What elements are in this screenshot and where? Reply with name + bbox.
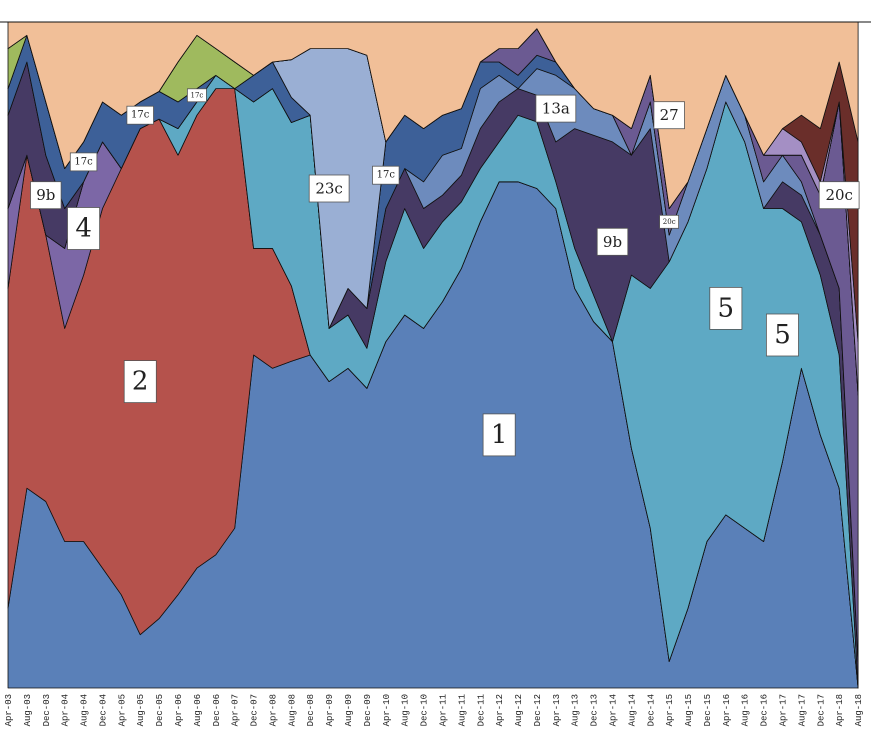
series-label-box (596, 227, 629, 256)
series-label-text: 4 (75, 214, 92, 244)
series-label-27: 27 (653, 101, 685, 130)
x-tick-label: Aug-10 (401, 694, 411, 726)
series-label-23c: 23c (308, 174, 350, 203)
x-tick-label: Apr-11 (439, 694, 449, 726)
x-tick-label: Dec-10 (420, 694, 430, 726)
series-label-box (818, 181, 860, 210)
series-label-text: 17c (74, 156, 93, 167)
x-tick-label: Dec-07 (250, 694, 260, 726)
x-tick-label: Aug-06 (193, 694, 203, 726)
x-tick-label: Aug-13 (571, 694, 581, 726)
series-label-box (482, 413, 516, 457)
x-tick-label: Apr-03 (4, 694, 14, 726)
x-tick-label: Apr-07 (231, 694, 241, 726)
series-label-text: 20c (825, 186, 853, 204)
series-label-box (126, 105, 154, 125)
series-label-5: 5 (766, 313, 799, 357)
area-labels: 1 2 4 5 5 9b 9b 23c 27 20c 13a 17c 17c 17c 17c 20c (30, 88, 860, 457)
x-tick-label: Apr-05 (117, 694, 127, 726)
x-tick-label: Apr-18 (835, 694, 845, 726)
x-tick-label: Dec-03 (42, 694, 52, 726)
x-tick-label: Apr-13 (552, 694, 562, 726)
x-tick-label: Dec-09 (363, 694, 373, 726)
series-label-box (67, 207, 100, 250)
series-label-text: 17c (190, 91, 203, 99)
series-label-box (308, 174, 350, 203)
x-tick-label: Aug-16 (741, 694, 751, 726)
x-tick-label: Apr-17 (779, 694, 789, 726)
series-label-text: 9b (36, 186, 55, 204)
series-label-9b: 9b (596, 227, 629, 256)
series-label-13a: 13a (535, 94, 577, 123)
x-tick-label: Dec-16 (760, 694, 770, 726)
series-label-box (186, 88, 207, 103)
series-label-20c: 20c (818, 181, 860, 210)
x-tick-label: Apr-10 (382, 694, 392, 726)
x-axis-ticks: Apr-03 Aug-03 Dec-03 Apr-04 Aug-04 Dec-04 Apr-… (4, 694, 864, 726)
x-tick-label: Aug-15 (684, 694, 694, 726)
x-tick-label: Dec-11 (476, 694, 486, 726)
x-tick-label: Aug-12 (514, 694, 524, 726)
series-label-box (653, 101, 685, 130)
series-label-box (535, 94, 577, 123)
series-label-box (30, 181, 62, 210)
series-label-17c: 17c (186, 88, 207, 103)
series-label-17c: 17c (69, 152, 98, 172)
x-tick-label: Dec-14 (646, 694, 656, 726)
x-tick-label: Aug-03 (23, 694, 33, 726)
x-tick-label: Aug-17 (797, 694, 807, 726)
series-label-1: 1 (482, 413, 516, 457)
x-tick-label: Dec-06 (212, 694, 222, 726)
x-tick-label: Dec-13 (590, 694, 600, 726)
series-label-text: 20c (663, 218, 676, 226)
series-label-text: 5 (718, 293, 735, 323)
x-tick-label: Apr-04 (61, 694, 71, 726)
series-label-text: 9b (603, 233, 622, 251)
series-label-box (766, 313, 799, 357)
series-label-box (659, 214, 679, 229)
x-tick-label: Dec-12 (533, 694, 543, 726)
x-tick-label: Dec-17 (816, 694, 826, 726)
series-label-2: 2 (123, 360, 157, 404)
series-label-box (709, 286, 743, 330)
series-label-5: 5 (709, 286, 743, 330)
series-label-box (123, 360, 157, 404)
x-tick-label: Dec-04 (99, 694, 109, 726)
x-tick-label: Aug-09 (344, 694, 354, 726)
x-tick-label: Aug-08 (287, 694, 297, 726)
x-tick-label: Dec-08 (306, 694, 316, 726)
series-label-17c: 17c (372, 165, 400, 185)
x-tick-label: Apr-09 (325, 694, 335, 726)
x-tick-label: Aug-05 (136, 694, 146, 726)
x-tick-label: Dec-15 (703, 694, 713, 726)
x-tick-label: Apr-15 (665, 694, 675, 726)
series-label-text: 23c (315, 180, 343, 198)
x-tick-label: Apr-08 (269, 694, 279, 726)
series-label-text: 5 (774, 320, 791, 350)
series-label-20c: 20c (659, 214, 679, 229)
area-layers (0, 21, 871, 689)
series-label-box (69, 152, 98, 172)
series-label-9b: 9b (30, 181, 62, 210)
x-tick-label: Apr-16 (722, 694, 732, 726)
series-label-text: 13a (542, 100, 570, 118)
series-label-17c: 17c (126, 105, 154, 125)
series-label-text: 1 (491, 420, 508, 450)
series-label-text: 17c (131, 110, 150, 121)
x-tick-label: Apr-06 (174, 694, 184, 726)
x-tick-label: Dec-05 (155, 694, 165, 726)
x-tick-label: Aug-04 (80, 694, 90, 726)
x-tick-label: Aug-18 (854, 694, 864, 726)
series-label-text: 27 (660, 106, 679, 124)
x-tick-label: Apr-12 (495, 694, 505, 726)
x-tick-label: Aug-11 (457, 694, 467, 726)
x-tick-label: Apr-14 (609, 694, 619, 726)
series-label-text: 17c (377, 170, 396, 181)
x-tick-label: Aug-14 (627, 694, 637, 726)
series-label-4: 4 (67, 207, 100, 250)
series-label-text: 2 (132, 367, 149, 397)
series-label-box (372, 165, 400, 185)
